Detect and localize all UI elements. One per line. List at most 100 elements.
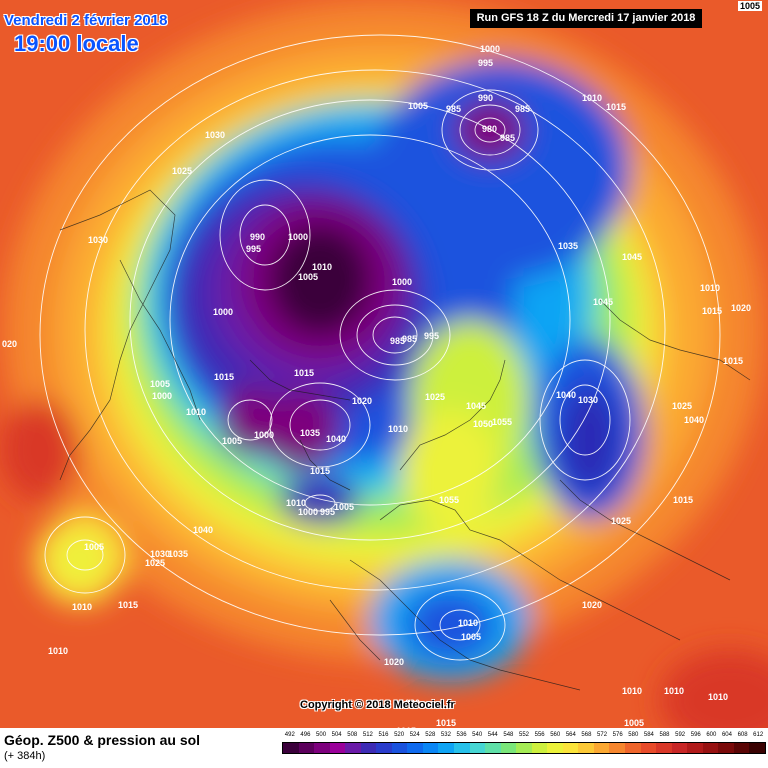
legend-label: 520 bbox=[394, 732, 405, 738]
legend-swatch bbox=[454, 743, 470, 753]
isobar-contours bbox=[39, 34, 721, 661]
isobar-label: 1015 bbox=[396, 726, 416, 728]
isobar-label: 1040 bbox=[193, 525, 213, 535]
isobar-label: 995 bbox=[246, 244, 261, 254]
isobar-label: 1000 bbox=[298, 507, 318, 517]
legend-swatch bbox=[345, 743, 361, 753]
isobar-label: 995 bbox=[320, 507, 335, 517]
legend-label: 580 bbox=[628, 732, 639, 738]
legend-swatch bbox=[469, 743, 486, 753]
corner-value: 1005 bbox=[738, 1, 763, 11]
isobar-label: 1005 bbox=[624, 718, 644, 728]
legend-swatch bbox=[718, 743, 734, 753]
isobar-label: 1000 bbox=[254, 430, 274, 440]
legend-swatch bbox=[314, 743, 330, 753]
isobar-label: 980 bbox=[482, 124, 497, 134]
legend-swatch bbox=[671, 743, 688, 753]
isobar-label: 1005 bbox=[334, 502, 354, 512]
isobar-label: 1010 bbox=[582, 93, 602, 103]
forecast-date: Vendredi 2 février 2018 bbox=[4, 12, 168, 29]
isobar-label: 1025 bbox=[672, 401, 692, 411]
legend-label: 556 bbox=[534, 732, 545, 738]
isobar-label: 1010 bbox=[622, 686, 642, 696]
legend-swatch bbox=[422, 743, 439, 753]
forecast-time: 19:00 locale bbox=[14, 31, 139, 56]
legend-label: 500 bbox=[316, 732, 327, 738]
legend-swatch bbox=[376, 743, 392, 753]
legend-swatch bbox=[547, 743, 563, 753]
isobar-label: 1005 bbox=[222, 436, 242, 446]
legend-swatch bbox=[407, 743, 423, 753]
isobar-label: 985 bbox=[500, 133, 515, 143]
isobar-label: 1015 bbox=[310, 466, 330, 476]
legend-label: 504 bbox=[331, 732, 342, 738]
legend-swatch bbox=[438, 743, 455, 753]
legend-swatch bbox=[733, 743, 750, 753]
copyright-notice: Copyright © 2018 Meteociel.fr bbox=[300, 699, 455, 711]
legend-label: 544 bbox=[487, 732, 498, 738]
isobar-label: 985 bbox=[446, 104, 461, 114]
legend-label: 576 bbox=[612, 732, 623, 738]
legend-label: 588 bbox=[659, 732, 670, 738]
isobar-label: 1055 bbox=[439, 495, 459, 505]
legend-label: 516 bbox=[378, 732, 389, 738]
geopotential-field: 1000995990985985980985100510101015103010… bbox=[0, 0, 768, 728]
isobar-label: 1025 bbox=[425, 392, 445, 402]
isobar-label: 1015 bbox=[673, 495, 693, 505]
legend-color-bar bbox=[282, 742, 766, 754]
isobar-label: 985 bbox=[402, 334, 417, 344]
legend-label: 524 bbox=[409, 732, 420, 738]
isobar-label: 1000 bbox=[213, 307, 233, 317]
isobar-label: 1000 bbox=[480, 44, 500, 54]
isobar-label: 1045 bbox=[466, 401, 486, 411]
legend-label: 600 bbox=[706, 732, 717, 738]
isobar-label: 1010 bbox=[186, 407, 206, 417]
legend-swatch bbox=[562, 743, 579, 753]
run-info: Run GFS 18 Z du Mercredi 17 janvier 2018 bbox=[470, 9, 702, 28]
isobar-label: 995 bbox=[424, 331, 439, 341]
legend-swatch bbox=[485, 743, 501, 753]
legend-swatch bbox=[516, 743, 532, 753]
legend-label: 612 bbox=[753, 732, 764, 738]
legend-label: 536 bbox=[456, 732, 467, 738]
isobar-label: 1010 bbox=[708, 692, 728, 702]
isobar-label: 990 bbox=[250, 232, 265, 242]
isobar-label: 1020 bbox=[384, 657, 404, 667]
legend-swatch bbox=[298, 743, 315, 753]
isobar-label: 1005 bbox=[298, 272, 318, 282]
isobar-label: 1015 bbox=[436, 718, 456, 728]
legend-label: 560 bbox=[550, 732, 561, 738]
legend-swatch bbox=[283, 743, 299, 753]
color-legend: 492 496 500 504 508 512 516 520 524 528 532 536 540 5… bbox=[282, 732, 766, 766]
isobar-label: 995 bbox=[478, 58, 493, 68]
isobar-label: 1000 bbox=[288, 232, 308, 242]
isobar-label: 1040 bbox=[326, 434, 346, 444]
isobar-label: 1025 bbox=[611, 516, 631, 526]
isobar-label: 1030 bbox=[88, 235, 108, 245]
legend-label: 492 bbox=[284, 732, 295, 738]
isobar-label: 1015 bbox=[214, 372, 234, 382]
legend-label: 548 bbox=[503, 732, 514, 738]
isobar-label: 1030 bbox=[578, 395, 598, 405]
legend-label: 528 bbox=[425, 732, 436, 738]
isobar-label: 1010 bbox=[48, 646, 68, 656]
legend-swatch bbox=[531, 743, 548, 753]
legend-label: 508 bbox=[347, 732, 358, 738]
isobar-label: 1015 bbox=[723, 356, 743, 366]
weather-map: 1000 995 990 985 985 980 985 1005 1010 1015 1030 10… bbox=[0, 0, 768, 728]
isobar-label: 985 bbox=[390, 336, 405, 346]
isobar-label: 1005 bbox=[408, 101, 428, 111]
coastlines bbox=[59, 189, 751, 691]
isobar-label: 1025 bbox=[145, 558, 165, 568]
isobar-label: 1005 bbox=[461, 632, 481, 642]
legend-swatch bbox=[578, 743, 594, 753]
parameter-title: Géop. Z500 & pression au sol bbox=[4, 732, 201, 748]
legend-label: 568 bbox=[581, 732, 592, 738]
isobar-label: 1015 bbox=[606, 102, 626, 112]
isobar-label: 1055 bbox=[492, 417, 512, 427]
legend-label: 540 bbox=[472, 732, 483, 738]
isobar-label: 1010 bbox=[458, 618, 478, 628]
legend-label: 512 bbox=[362, 732, 373, 738]
legend-swatch bbox=[749, 743, 765, 753]
isobar-label: 1005 bbox=[150, 379, 170, 389]
